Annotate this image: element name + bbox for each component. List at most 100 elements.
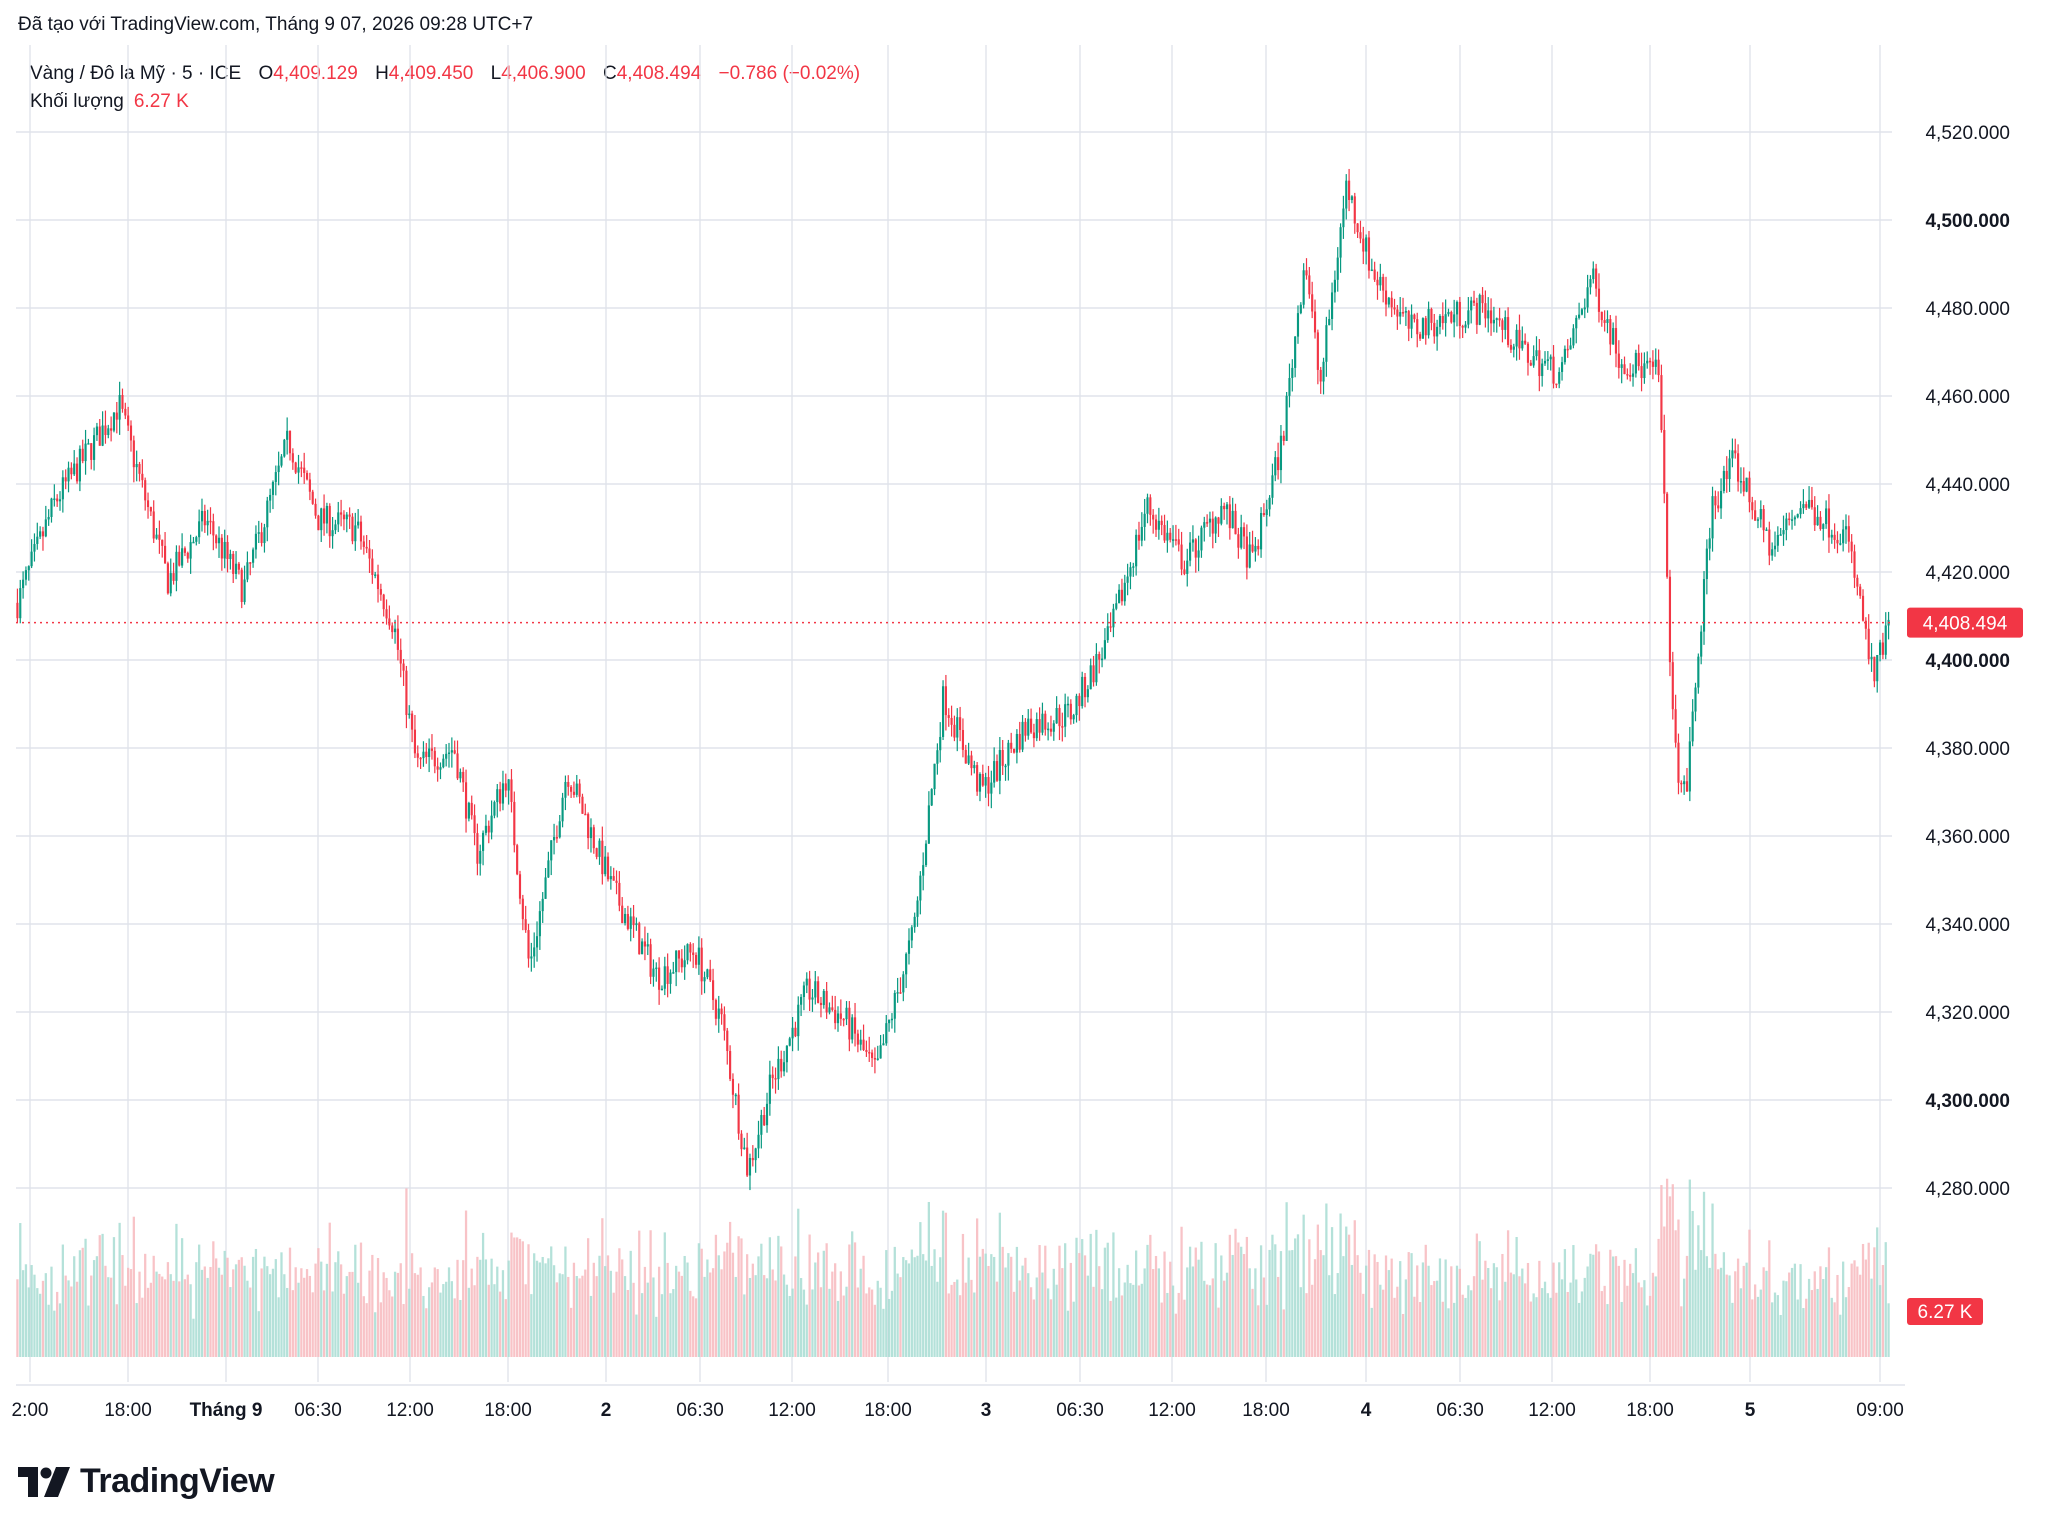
- candle-body: [1427, 308, 1430, 336]
- candle-body: [629, 916, 632, 929]
- volume-bar: [555, 1282, 559, 1357]
- candle-body: [425, 751, 428, 758]
- volume-bar: [1705, 1256, 1708, 1357]
- volume-bar: [760, 1243, 763, 1357]
- volume-bar: [1708, 1267, 1711, 1357]
- volume-bar: [192, 1318, 195, 1357]
- volume-bar: [297, 1282, 300, 1357]
- candle-body: [1603, 320, 1606, 323]
- volume-bar: [538, 1262, 542, 1357]
- candle-body: [1507, 317, 1510, 345]
- volume-bar: [700, 1248, 703, 1357]
- candle-body: [1086, 689, 1089, 698]
- volume-bar: [944, 1212, 948, 1357]
- candle-body: [1018, 733, 1021, 750]
- candle-body: [445, 753, 448, 759]
- candle-body: [1742, 481, 1745, 492]
- volume-bar: [1401, 1313, 1405, 1357]
- candle-body: [606, 856, 610, 880]
- candle-body: [399, 649, 402, 664]
- volume-bar: [956, 1279, 959, 1357]
- volume-bar: [24, 1264, 28, 1357]
- volume-bar: [1416, 1265, 1419, 1357]
- candle-body: [1393, 307, 1396, 310]
- candle-body: [1796, 514, 1799, 518]
- candle-body: [379, 589, 382, 595]
- candle-body: [1288, 378, 1291, 396]
- volume-bar: [1367, 1249, 1371, 1357]
- candle-body: [1047, 728, 1050, 731]
- candle-body: [700, 947, 703, 982]
- volume-label[interactable]: Khối lượng: [30, 91, 124, 112]
- time-tick-label: 2:00: [12, 1400, 49, 1421]
- candle-body: [1296, 313, 1300, 337]
- candle-body: [794, 1027, 797, 1037]
- volume-bar: [1759, 1289, 1762, 1357]
- candle-body: [683, 960, 686, 968]
- volume-bar: [626, 1290, 630, 1357]
- candle-body: [75, 463, 79, 482]
- volume-bar: [1072, 1301, 1075, 1357]
- tradingview-logo[interactable]: TradingView: [18, 1462, 275, 1501]
- candle-body: [831, 1007, 834, 1010]
- volume-bar: [382, 1272, 385, 1357]
- candle-body: [1878, 642, 1882, 655]
- volume-bar: [1061, 1268, 1064, 1357]
- volume-bar: [1864, 1259, 1868, 1357]
- volume-bar: [1384, 1255, 1388, 1357]
- volume-bar: [958, 1295, 962, 1357]
- volume-bar: [873, 1304, 877, 1357]
- volume-bar: [1884, 1242, 1887, 1357]
- volume-bar: [672, 1289, 675, 1357]
- candle-body: [1157, 520, 1160, 530]
- volume-bar: [1654, 1276, 1657, 1357]
- candle-body: [910, 927, 913, 941]
- candle-body: [33, 543, 36, 552]
- candle-body: [1282, 435, 1285, 441]
- candle-body: [1103, 640, 1106, 659]
- candle-body: [183, 548, 187, 553]
- candle-body: [1265, 509, 1268, 515]
- candle-body: [1745, 477, 1748, 492]
- volume-bar: [1487, 1268, 1490, 1357]
- candle-body: [1189, 542, 1192, 561]
- candle-body: [1509, 344, 1513, 350]
- volume-bar: [322, 1290, 326, 1357]
- last-volume-text: 6.27 K: [1918, 1302, 1973, 1323]
- candle-body: [144, 480, 147, 501]
- volume-bar: [490, 1258, 493, 1357]
- time-tick-label: Tháng 9: [190, 1400, 263, 1421]
- price-chart[interactable]: 4,520.000 4,500.000 4,480.000 4,460.000 4,44…: [0, 0, 2048, 1440]
- volume-bar: [1498, 1300, 1501, 1357]
- volume-bar: [1753, 1284, 1757, 1357]
- candle-body: [865, 1049, 868, 1053]
- candle-body: [30, 551, 33, 567]
- volume-bar: [853, 1242, 857, 1357]
- candle-body: [740, 1133, 743, 1150]
- candle-body: [564, 781, 567, 798]
- volume-bar: [1742, 1265, 1745, 1357]
- candle-body: [1719, 491, 1723, 509]
- volume-bar: [899, 1277, 902, 1357]
- volume-bar: [1052, 1268, 1055, 1357]
- candle-body: [1362, 238, 1365, 252]
- candle-body: [430, 748, 434, 751]
- volume-bar: [254, 1248, 258, 1357]
- volume-bar: [487, 1284, 490, 1357]
- candle-body: [663, 966, 666, 989]
- candle-body: [1083, 676, 1087, 698]
- candle-body: [1211, 518, 1214, 534]
- volume-bar: [58, 1303, 62, 1357]
- volume-bar: [217, 1267, 221, 1357]
- candle-body: [186, 552, 189, 559]
- symbol-label[interactable]: Vàng / Đô la Mỹ · 5 · ICE: [30, 63, 242, 84]
- candle-body: [1722, 470, 1725, 492]
- volume-bar: [283, 1274, 286, 1357]
- candle-body: [970, 755, 973, 769]
- volume-bar: [862, 1255, 865, 1357]
- volume-bar: [621, 1259, 624, 1357]
- candle-body: [731, 1078, 735, 1095]
- candle-body: [56, 498, 59, 502]
- candle-body: [1566, 348, 1569, 351]
- volume-bar: [87, 1305, 90, 1357]
